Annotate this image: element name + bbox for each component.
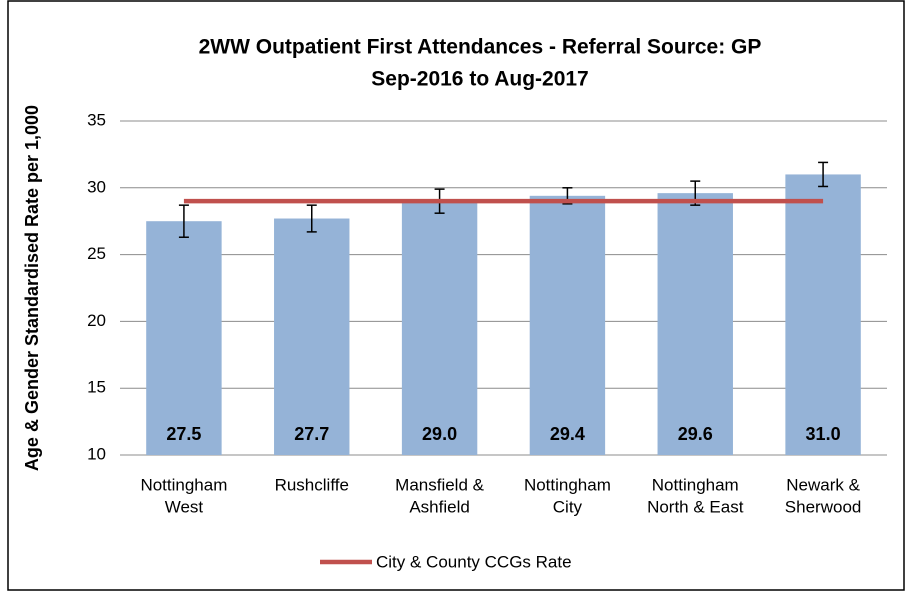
x-tick-label: Newark & (786, 475, 860, 494)
legend-label: City & County CCGs Rate (376, 552, 572, 571)
bar (657, 193, 733, 456)
x-tick-label: Mansfield & (395, 475, 484, 494)
y-tick-label: 30 (87, 177, 106, 196)
x-tick-label: Sherwood (785, 497, 862, 516)
y-tick-label: 35 (87, 110, 106, 129)
bar (274, 218, 350, 455)
y-tick-label: 25 (87, 244, 106, 263)
x-tick-label: Rushcliffe (275, 475, 349, 494)
data-label: 31.0 (806, 424, 841, 444)
data-label: 27.5 (166, 424, 201, 444)
data-label: 27.7 (294, 424, 329, 444)
x-tick-label: City (553, 497, 583, 516)
x-tick-label: North & East (647, 497, 744, 516)
y-axis-label: Age & Gender Standardised Rate per 1,000 (22, 105, 42, 471)
y-tick-label: 20 (87, 311, 106, 330)
bar (785, 174, 861, 455)
data-label: 29.6 (678, 424, 713, 444)
data-label: 29.4 (550, 424, 585, 444)
bar (529, 195, 606, 456)
y-tick-label: 15 (87, 378, 106, 397)
data-label: 29.0 (422, 424, 457, 444)
y-tick-label: 10 (87, 444, 106, 463)
bar (146, 221, 222, 455)
x-tick-label: Nottingham (140, 475, 227, 494)
x-tick-label: Nottingham (524, 475, 611, 494)
chart-subtitle: Sep-2016 to Aug-2017 (371, 68, 588, 91)
bar (401, 201, 478, 455)
x-tick-label: West (165, 497, 204, 516)
chart-title: 2WW Outpatient First Attendances - Refer… (199, 36, 762, 59)
x-tick-label: Nottingham (652, 475, 739, 494)
x-tick-label: Ashfield (409, 497, 469, 516)
